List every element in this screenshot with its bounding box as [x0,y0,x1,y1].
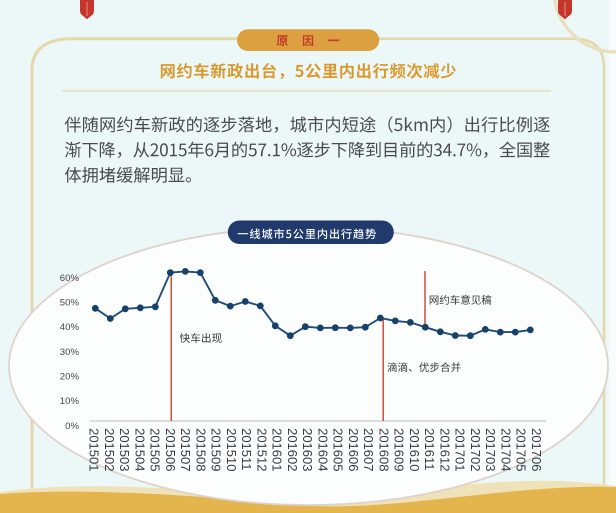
svg-text:201604: 201604 [315,428,330,471]
svg-text:40%: 40% [60,322,80,333]
svg-text:201502: 201502 [102,428,117,471]
svg-text:30%: 30% [60,347,80,358]
svg-text:201501: 201501 [87,428,102,471]
svg-text:201504: 201504 [132,428,147,471]
svg-text:201510: 201510 [224,428,239,471]
svg-text:201706: 201706 [529,428,544,471]
svg-text:201609: 201609 [392,428,407,471]
svg-text:201505: 201505 [148,428,163,471]
svg-text:201607: 201607 [361,428,376,471]
svg-text:50%: 50% [60,298,80,309]
svg-text:60%: 60% [60,273,80,284]
svg-text:201605: 201605 [331,428,346,471]
svg-text:201508: 201508 [193,428,208,471]
svg-text:201611: 201611 [422,428,437,470]
svg-text:201606: 201606 [346,428,361,471]
svg-text:201703: 201703 [483,428,498,471]
svg-text:201603: 201603 [300,428,315,471]
svg-text:201507: 201507 [178,428,193,471]
svg-text:201610: 201610 [407,428,422,471]
svg-text:0%: 0% [65,421,79,432]
svg-text:201608: 201608 [376,428,391,471]
svg-text:10%: 10% [60,396,80,407]
svg-text:201612: 201612 [437,428,452,471]
svg-text:201512: 201512 [254,428,269,471]
svg-text:201509: 201509 [209,428,224,471]
svg-text:201601: 201601 [270,428,285,471]
svg-text:201503: 201503 [117,428,132,471]
svg-text:201506: 201506 [163,428,178,471]
svg-text:201705: 201705 [514,428,529,471]
svg-text:201702: 201702 [468,428,483,471]
svg-text:201511: 201511 [239,428,254,470]
svg-text:20%: 20% [60,371,80,382]
svg-text:201704: 201704 [498,428,513,471]
svg-text:201602: 201602 [285,428,300,471]
svg-text:201701: 201701 [453,428,468,471]
